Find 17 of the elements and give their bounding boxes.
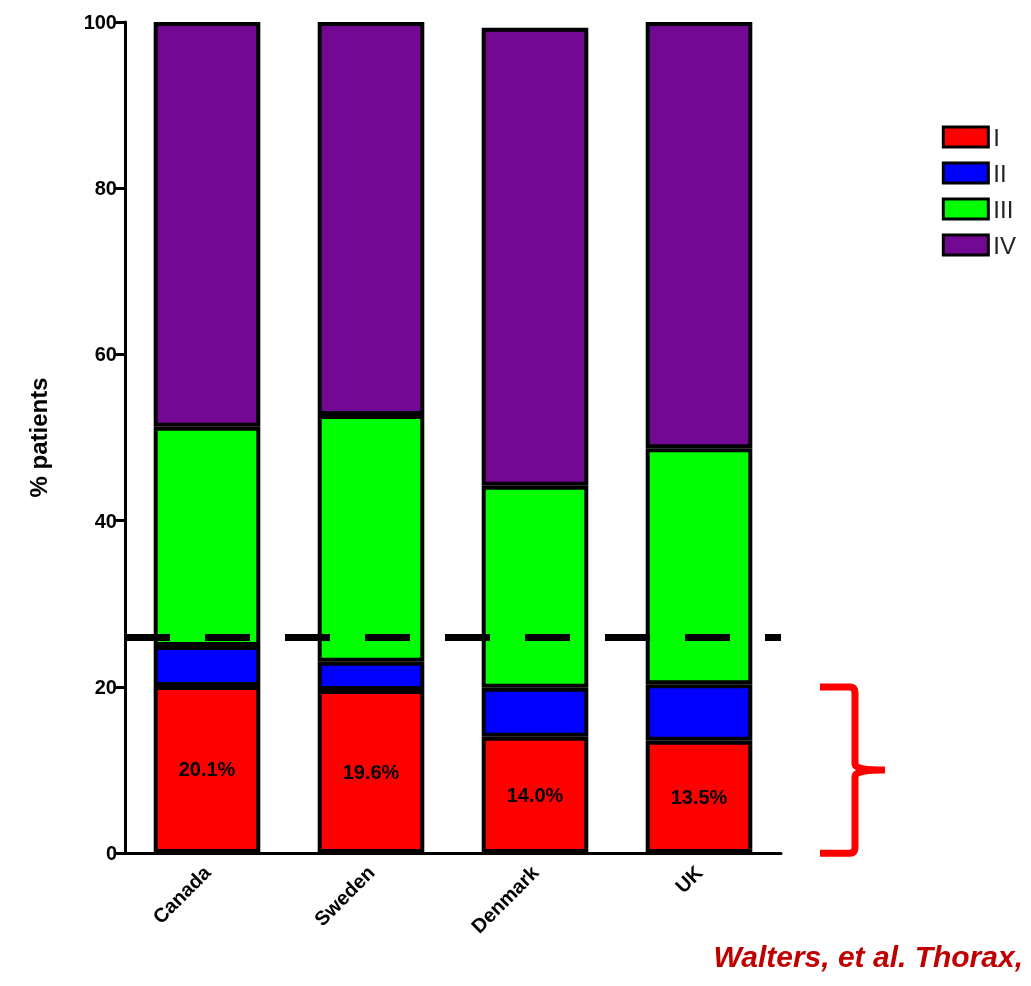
legend-label: I [993, 123, 1000, 151]
x-tick-label: UK [670, 860, 708, 898]
data-label: 19.6% [342, 760, 400, 783]
y-tick-label: 0 [105, 842, 117, 864]
legend-label: II [993, 159, 1007, 187]
y-tick-label: 20 [94, 675, 117, 698]
legend-label: III [993, 195, 1014, 223]
y-tick-label: 60 [94, 343, 117, 366]
y-tick-label: 80 [94, 177, 117, 200]
text: Walters, et al. Thorax, [713, 940, 1023, 974]
legend-label: IV [993, 231, 1017, 259]
y-tick-label: 40 [94, 509, 117, 532]
data-label: 20.1% [178, 758, 236, 781]
data-label: 13.5% [670, 785, 728, 808]
data-label: 14.0% [506, 783, 564, 806]
y-tick-label: 100 [83, 11, 117, 33]
y-axis-title: % patients [24, 377, 52, 498]
